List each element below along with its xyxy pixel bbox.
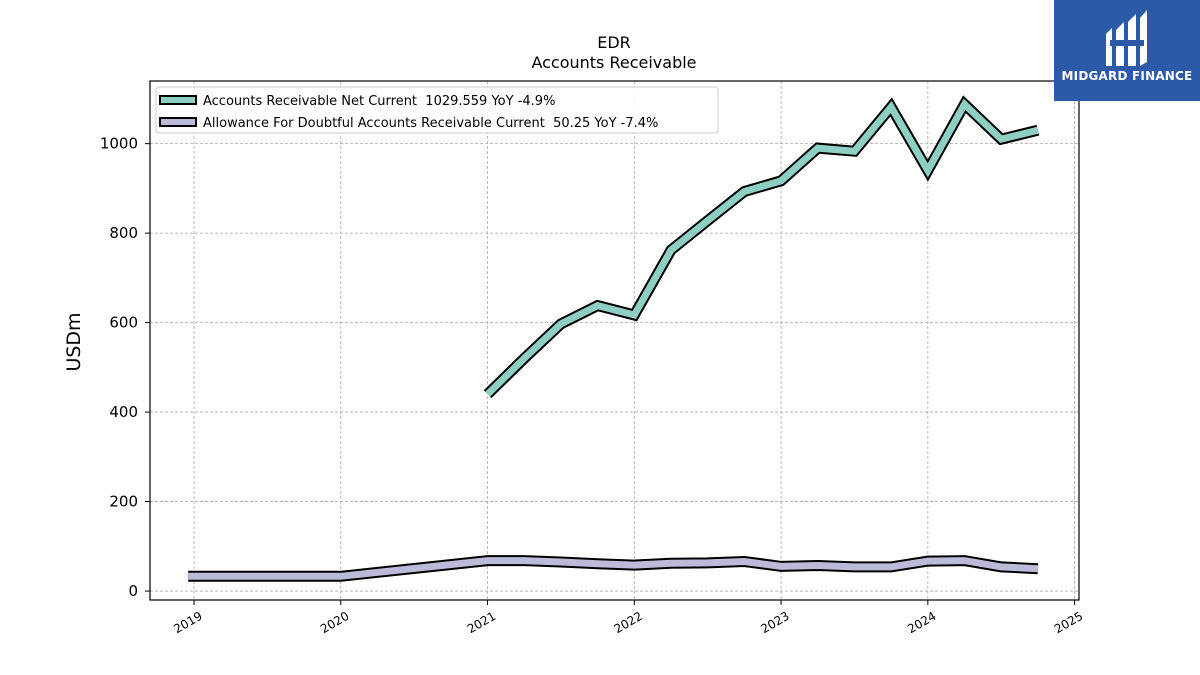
x-tick-label: 2022 <box>612 609 645 636</box>
chart-title: EDR <box>597 33 631 52</box>
midgard-finance-logo: MIDGARD FINANCE <box>1054 0 1200 101</box>
legend: Accounts Receivable Net Current 1029.559… <box>155 86 719 134</box>
y-tick-label: 600 <box>109 314 138 332</box>
plot-lines <box>188 95 1040 582</box>
y-tick-label: 1000 <box>100 135 138 153</box>
series-0-outline <box>483 95 1040 399</box>
y-tick-label: 400 <box>109 403 138 421</box>
logo-text: MIDGARD FINANCE <box>1061 69 1193 83</box>
midgard-logo-icon <box>1106 10 1147 66</box>
legend-label: Allowance For Doubtful Accounts Receivab… <box>203 116 658 131</box>
series-0-line <box>485 98 1039 397</box>
x-tick-label: 2025 <box>1052 609 1085 636</box>
series-1-line <box>188 557 1039 580</box>
x-tick-label: 2020 <box>318 609 351 636</box>
x-tick-label: 2023 <box>758 609 791 636</box>
plot-frame <box>149 80 1080 601</box>
y-tick-label: 200 <box>109 493 138 511</box>
x-tick-label: 2024 <box>905 609 938 636</box>
x-tick-label: 2019 <box>171 609 204 636</box>
y-tick-label: 0 <box>128 582 138 600</box>
legend-label: Accounts Receivable Net Current 1029.559… <box>203 94 555 109</box>
x-tick-label: 2021 <box>465 609 498 636</box>
y-tick-label: 800 <box>109 224 138 242</box>
y-axis-label: USDm <box>63 312 85 371</box>
legend-box <box>155 86 719 134</box>
legend-swatch <box>159 95 197 105</box>
chart-subtitle: Accounts Receivable <box>531 53 696 72</box>
grid <box>150 81 1079 600</box>
legend-swatch <box>159 117 197 127</box>
